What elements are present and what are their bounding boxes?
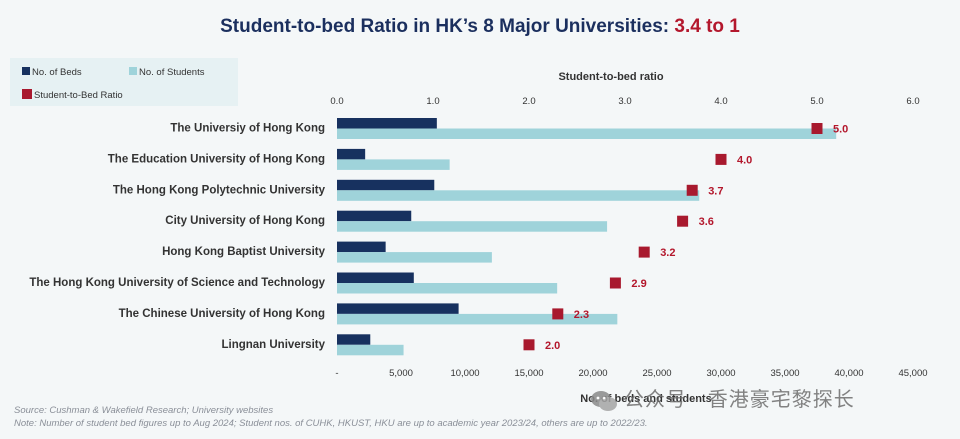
bar-beds — [337, 241, 386, 253]
ratio-label: 2.0 — [545, 340, 560, 352]
top-axis-tick: 6.0 — [906, 96, 919, 107]
category-label: The Chinese University of Hong Kong — [119, 308, 325, 320]
ratio-marker — [811, 123, 823, 134]
bottom-axis-tick: 40,000 — [834, 368, 863, 379]
watermark-text: 公众号 · 香港豪宅黎探长 — [624, 389, 855, 411]
ratio-marker — [523, 339, 535, 351]
bottom-axis-tick: 20,000 — [578, 368, 607, 379]
ratio-label: 5.0 — [833, 124, 848, 136]
bottom-axis-tick: 5,000 — [389, 368, 413, 379]
chart-notes: Source: Cushman & Wakefield Research; Un… — [14, 404, 648, 430]
bar-students — [337, 221, 608, 232]
category-label: The Universiy of Hong Kong — [170, 123, 325, 135]
category-label: Hong Kong Baptist University — [162, 246, 326, 258]
chart-title: Student-to-bed Ratio in HK’s 8 Major Uni… — [0, 16, 960, 38]
bottom-axis-tick: 15,000 — [514, 368, 543, 379]
bar-beds — [337, 303, 459, 314]
bar-beds — [337, 179, 435, 191]
category-labels: The Universiy of Hong Kong The Education … — [29, 123, 325, 351]
top-axis-title: Student-to-bed ratio — [558, 71, 663, 83]
bottom-axis-tick: 25,000 — [642, 368, 671, 379]
ratio-marker — [677, 215, 689, 227]
bar-beds — [337, 118, 437, 129]
watermark: 公众号 · 香港豪宅黎探长 — [590, 383, 855, 413]
ratio-label: 3.6 — [699, 216, 714, 228]
category-label: The Education University of Hong Kong — [108, 153, 325, 165]
ratio-label: 4.0 — [737, 154, 752, 166]
bar-students — [337, 159, 450, 170]
ratio-label: 3.2 — [660, 247, 675, 259]
wechat-icon — [591, 390, 617, 411]
top-axis-tick: 3.0 — [618, 96, 631, 107]
bottom-axis-tick: 30,000 — [706, 368, 735, 379]
bar-students — [337, 283, 558, 294]
legend-swatch-3 — [22, 89, 32, 99]
top-axis-tick: 4.0 — [714, 96, 727, 107]
bar-beds — [337, 272, 414, 283]
bar-students — [337, 344, 404, 356]
ratio-marker — [686, 184, 698, 196]
bar-beds — [337, 148, 366, 160]
bar-students — [337, 128, 837, 139]
legend-swatch-2 — [129, 67, 137, 75]
bars — [337, 118, 837, 356]
chart-title-highlight: 3.4 to 1 — [674, 16, 740, 37]
top-axis-tick: 2.0 — [522, 96, 535, 107]
bar-students — [337, 252, 492, 263]
category-label: City University of Hong Kong — [165, 215, 325, 227]
ratio-marker — [715, 153, 727, 165]
top-axis-tick: 0.0 — [330, 96, 343, 107]
top-axis: Student-to-bed ratio 0.0 1.0 2.0 3.0 4.0 5.0 6.… — [330, 71, 919, 107]
legend: No. of Beds No. of Students Student-to-Bed… — [10, 58, 238, 106]
category-label: The Hong Kong University of Science and … — [29, 277, 325, 289]
legend-label-3: Student-to-Bed Ratio — [34, 90, 123, 101]
legend-swatch-1 — [22, 67, 30, 75]
ratio-marker — [638, 246, 650, 258]
bottom-axis-tick: 45,000 — [898, 368, 927, 379]
ratio-markers: 5.0 4.0 3.7 3.6 3.2 2.9 2.3 2.0 — [523, 123, 848, 352]
ratio-marker — [609, 277, 621, 289]
bottom-axis-tick: - — [335, 368, 338, 379]
bar-beds — [337, 210, 412, 222]
legend-label-2: No. of Students — [139, 67, 205, 78]
bar-students — [337, 190, 700, 201]
bar-students — [337, 313, 618, 325]
ratio-label: 2.9 — [631, 278, 646, 290]
top-axis-tick: 1.0 — [426, 96, 439, 107]
bottom-axis-tick: 10,000 — [450, 368, 479, 379]
top-axis-tick: 5.0 — [810, 96, 823, 107]
category-label: Lingnan University — [221, 339, 325, 351]
legend-label-1: No. of Beds — [32, 67, 82, 78]
bar-beds — [337, 334, 371, 345]
footnote: Note: Number of student bed figures up t… — [14, 418, 648, 429]
chart-title-text: Student-to-bed Ratio in HK’s 8 Major Uni… — [220, 16, 675, 37]
source-note: Source: Cushman & Wakefield Research; Un… — [14, 405, 274, 416]
ratio-marker — [552, 308, 564, 320]
bottom-axis-tick: 35,000 — [770, 368, 799, 379]
category-label: The Hong Kong Polytechnic University — [113, 184, 326, 196]
ratio-label: 2.3 — [574, 309, 589, 321]
legend-background — [10, 58, 238, 106]
ratio-label: 3.7 — [708, 185, 723, 197]
